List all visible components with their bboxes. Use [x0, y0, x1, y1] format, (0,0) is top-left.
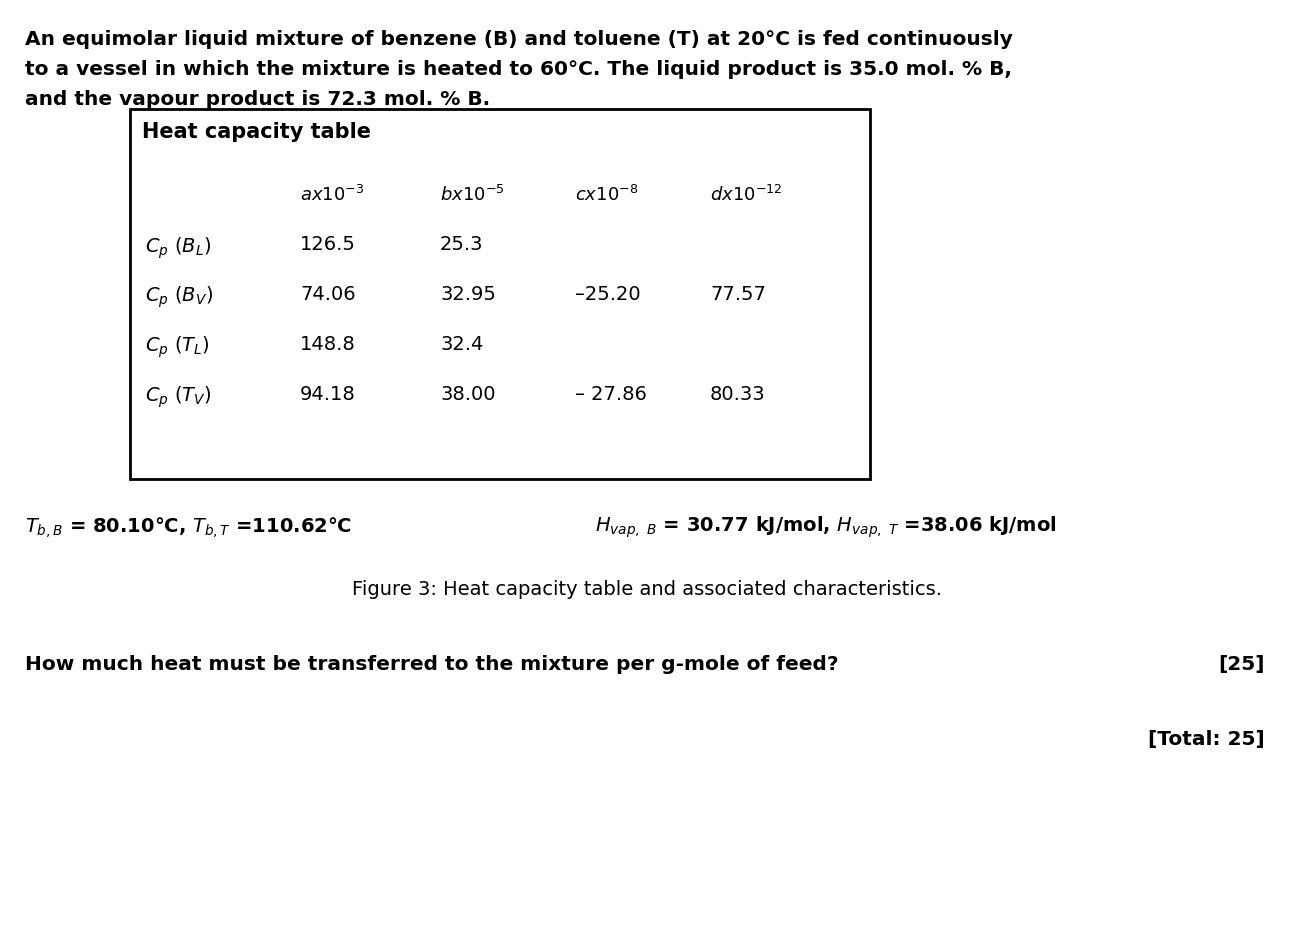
Text: $C_p\ (T_L)$: $C_p\ (T_L)$: [145, 335, 210, 360]
Text: Heat capacity table: Heat capacity table: [142, 121, 371, 142]
Text: 77.57: 77.57: [710, 285, 766, 304]
Text: Figure 3: Heat capacity table and associated characteristics.: Figure 3: Heat capacity table and associ…: [352, 579, 942, 598]
Text: – 27.86: – 27.86: [575, 385, 647, 403]
Text: $H_{vap,\ B}$ = 30.77 kJ/mol, $H_{vap,\ T}$ =38.06 kJ/mol: $H_{vap,\ B}$ = 30.77 kJ/mol, $H_{vap,\ …: [595, 514, 1057, 540]
Text: 148.8: 148.8: [300, 335, 356, 353]
Text: [Total: 25]: [Total: 25]: [1148, 730, 1266, 748]
Text: 94.18: 94.18: [300, 385, 356, 403]
Text: and the vapour product is 72.3 mol. % B.: and the vapour product is 72.3 mol. % B.: [25, 90, 490, 108]
Bar: [129, 110, 870, 479]
Text: 25.3: 25.3: [440, 235, 484, 254]
Text: 32.4: 32.4: [440, 335, 484, 353]
Text: 74.06: 74.06: [300, 285, 356, 304]
Text: –25.20: –25.20: [575, 285, 641, 304]
Text: $dx10^{-12}$: $dx10^{-12}$: [710, 184, 783, 205]
Text: to a vessel in which the mixture is heated to 60°C. The liquid product is 35.0 m: to a vessel in which the mixture is heat…: [25, 60, 1012, 79]
Text: How much heat must be transferred to the mixture per g-mole of feed?: How much heat must be transferred to the…: [25, 654, 839, 673]
Text: 80.33: 80.33: [710, 385, 766, 403]
Text: $T_{b,B}$ = 80.10°C, $T_{b,T}$ =110.62°C: $T_{b,B}$ = 80.10°C, $T_{b,T}$ =110.62°C: [25, 514, 352, 540]
Text: $ax10^{-3}$: $ax10^{-3}$: [300, 184, 365, 205]
Text: $C_p\ (T_V)$: $C_p\ (T_V)$: [145, 385, 211, 410]
Text: $cx10^{-8}$: $cx10^{-8}$: [575, 184, 638, 205]
Text: 126.5: 126.5: [300, 235, 356, 254]
Text: $bx10^{-5}$: $bx10^{-5}$: [440, 184, 505, 205]
Text: $C_p\ (B_V)$: $C_p\ (B_V)$: [145, 285, 214, 311]
Text: $C_p\ (B_L)$: $C_p\ (B_L)$: [145, 235, 211, 260]
Text: [25]: [25]: [1219, 654, 1266, 673]
Text: 32.95: 32.95: [440, 285, 496, 304]
Text: An equimolar liquid mixture of benzene (B) and toluene (T) at 20°C is fed contin: An equimolar liquid mixture of benzene (…: [25, 30, 1013, 49]
Text: 38.00: 38.00: [440, 385, 496, 403]
